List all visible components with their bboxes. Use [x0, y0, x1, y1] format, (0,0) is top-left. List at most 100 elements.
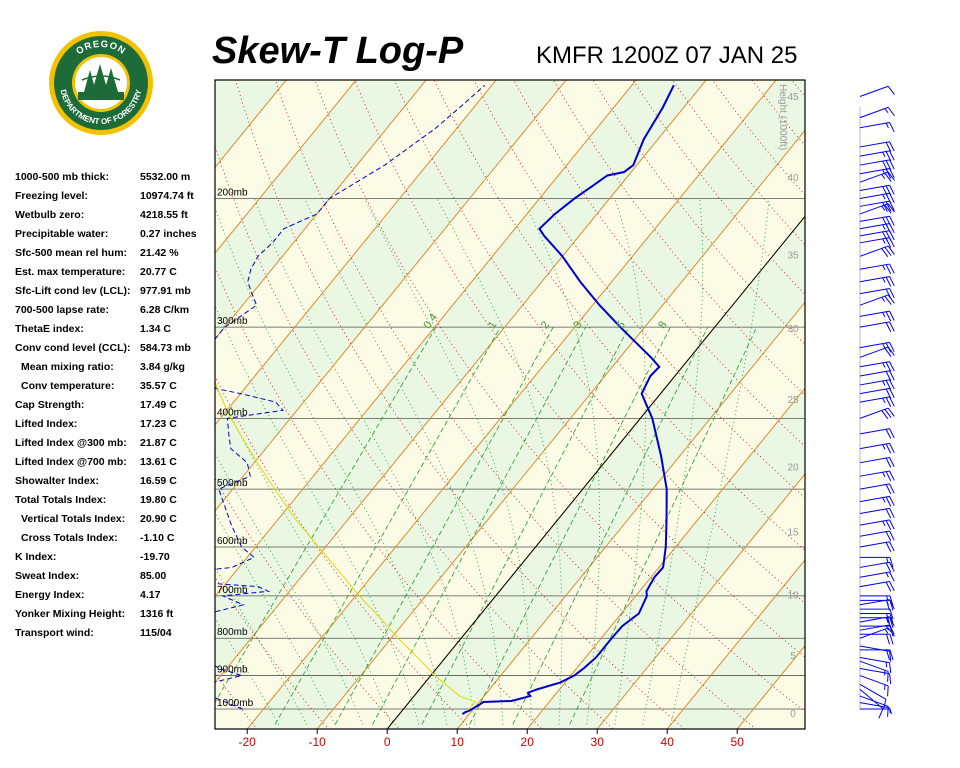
- wind-barb: [859, 287, 895, 299]
- index-value: 10974.74 ft: [140, 190, 194, 202]
- index-label: Cross Totals Index:: [21, 532, 118, 544]
- index-value: 17.23 C: [140, 418, 177, 430]
- wind-barb: [859, 442, 895, 454]
- index-value: -1.10 C: [140, 532, 175, 544]
- wind-barb: [859, 370, 895, 381]
- index-label: Freezing level:: [15, 190, 88, 202]
- dry-adiabat-line: [215, 477, 401, 729]
- x-tick-label: 40: [661, 735, 675, 749]
- pressure-label: 600mb: [217, 536, 248, 547]
- mixing-ratio-line: [215, 326, 437, 704]
- index-row: Lifted Index @700 mb: 13.61 C: [15, 453, 215, 472]
- isotherm-line: [666, 559, 805, 729]
- index-label: Total Totals Index:: [15, 494, 107, 506]
- index-row: Transport wind: 115/04: [15, 624, 215, 643]
- isotherm-band: [0, 36, 112, 739]
- wind-barb: [859, 675, 889, 697]
- height-tick-label: 20: [787, 463, 799, 474]
- index-row: 1000-500 mb thick: 5532.00 m: [15, 168, 215, 187]
- wind-barb: [859, 106, 895, 119]
- height-tick-label: 25: [787, 395, 799, 406]
- isotherm-line: [215, 80, 497, 426]
- mixing-ratio-label: 8: [656, 319, 669, 331]
- dry-adiabat-line: [0, 36, 121, 739]
- index-value: 0.27 inches: [140, 228, 197, 240]
- wind-barb: [859, 184, 895, 197]
- height-tick-label: 45: [787, 92, 799, 103]
- index-label: Mean mixing ratio:: [21, 361, 114, 373]
- index-row: Sweat Index: 85.00: [15, 567, 215, 586]
- wind-barb: [860, 608, 894, 620]
- index-row: Energy Index: 4.17: [15, 586, 215, 605]
- wind-barb: [859, 702, 891, 714]
- pressure-label: 500mb: [217, 478, 248, 489]
- mixing-ratio-line: [421, 326, 630, 725]
- mixing-ratio-line: [469, 326, 671, 725]
- dry-adiabat-line: [215, 672, 258, 729]
- wind-barb: [859, 645, 892, 662]
- index-label: Vertical Totals Index:: [21, 513, 126, 525]
- index-label: Cap Strength:: [15, 399, 85, 411]
- wind-barb: [859, 361, 895, 372]
- index-row: Mean mixing ratio: 3.84 g/kg: [15, 358, 215, 377]
- index-value: 6.28 C/km: [140, 304, 190, 316]
- isotherm-line: [0, 36, 42, 739]
- freezing-isotherm-line: [386, 215, 805, 729]
- isotherm-line: [215, 80, 217, 83]
- index-value: 4218.55 ft: [140, 209, 188, 221]
- isotherm-line: [596, 473, 805, 729]
- pressure-label: 400mb: [217, 407, 248, 418]
- index-row: ThetaE index: 1.34 C: [15, 320, 215, 339]
- index-row: 700-500 lapse rate: 6.28 C/km: [15, 301, 215, 320]
- index-row: Lifted Index: 17.23 C: [15, 415, 215, 434]
- isotherm-line: [215, 80, 637, 598]
- index-label: Showalter Index:: [15, 475, 100, 487]
- index-row: Cap Strength: 17.49 C: [15, 396, 215, 415]
- x-tick-label: 20: [521, 735, 535, 749]
- isotherm-line: [0, 36, 112, 739]
- height-tick-label: 30: [787, 324, 799, 335]
- wind-barb: [859, 85, 895, 97]
- height-tick-label: 40: [787, 173, 799, 184]
- mixing-ratio-line: [334, 326, 554, 725]
- mixing-ratio-label: 2: [539, 319, 552, 331]
- index-value: 1.34 C: [140, 323, 171, 335]
- index-row: Sfc-500 mean rel hum: 21.42 %: [15, 244, 215, 263]
- x-tick-label: -10: [309, 735, 327, 749]
- wind-barb: [859, 396, 895, 408]
- index-row: Cross Totals Index: -1.10 C: [15, 529, 215, 548]
- index-label: Yonker Mixing Height:: [15, 608, 126, 620]
- mixing-ratio-line: [569, 326, 758, 725]
- index-value: 19.80 C: [140, 494, 177, 506]
- index-value: -19.70: [140, 551, 170, 563]
- wind-barb: [859, 580, 895, 592]
- wind-barb: [859, 245, 895, 258]
- wind-barb: [859, 387, 895, 399]
- isotherm-band: [0, 36, 42, 739]
- index-value: 21.42 %: [140, 247, 179, 259]
- x-tick-label: 10: [451, 735, 465, 749]
- wind-barb: [860, 599, 894, 611]
- moist-adiabat-line: [215, 206, 448, 725]
- mixing-ratio-label: 1: [486, 319, 499, 331]
- isotherm-line: [0, 36, 182, 739]
- index-value: 115/04: [140, 627, 172, 639]
- isotherm-line: [215, 80, 707, 684]
- stability-indices-list: 1000-500 mb thick: 5532.00 m Freezing leve…: [15, 168, 215, 643]
- index-value: 21.87 C: [140, 437, 177, 449]
- isotherm-line: [215, 80, 427, 340]
- index-label: Wetbulb zero:: [15, 209, 85, 221]
- moist-adiabat-line: [215, 304, 420, 725]
- isotherm-band: [215, 80, 777, 729]
- wind-barb: [859, 519, 895, 531]
- oregon-department-of-forestry-logo: OREGON DEPARTMENT OF FORESTRY: [49, 31, 153, 135]
- moist-adiabat-line: [642, 198, 704, 725]
- wind-barb: [859, 688, 884, 719]
- dry-adiabat-line: [0, 36, 193, 739]
- wind-barb: [859, 541, 895, 552]
- wind-barb: [860, 556, 894, 568]
- index-row: Freezing level: 10974.74 ft: [15, 187, 215, 206]
- isotherm-line: [246, 80, 777, 729]
- chart-title: Skew-T Log-P: [212, 30, 464, 72]
